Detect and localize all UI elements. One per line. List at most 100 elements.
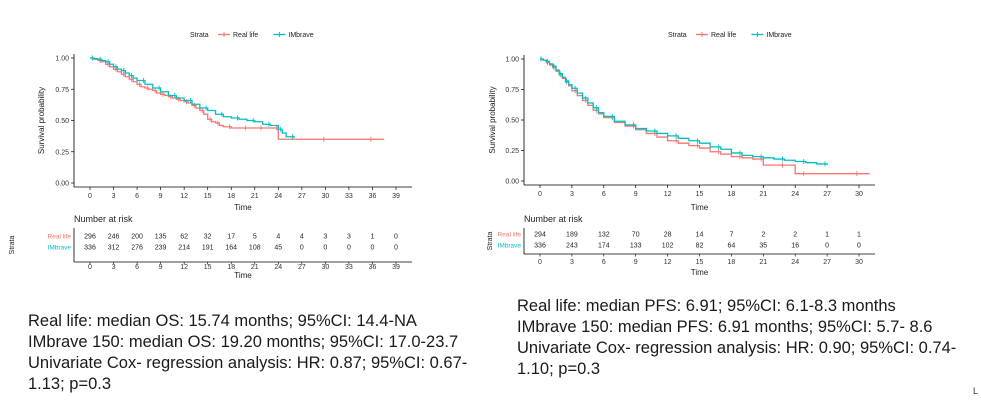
os-km-panel: Strata Real life IMbrave 0.00 0.25 0.50 0.75 1.…	[9, 32, 412, 280]
series-line-imbrave	[540, 58, 828, 166]
risk-count: 0	[857, 243, 861, 250]
risk-table-x-tick-label: 33	[345, 264, 353, 271]
risk-count: 82	[696, 243, 704, 250]
risk-count: 45	[274, 245, 282, 252]
x-tick-label: 9	[159, 193, 163, 200]
risk-count: 2	[793, 232, 797, 239]
series-line-real-life	[540, 58, 870, 175]
risk-count: 133	[630, 243, 642, 250]
risk-count: 276	[131, 245, 143, 252]
x-tick-label: 30	[321, 193, 329, 200]
risk-count: 294	[534, 232, 546, 239]
risk-table-x-tick-label: 9	[634, 259, 638, 266]
risk-count: 1	[857, 232, 861, 239]
os-caption-line: 1.13; p=0.3	[28, 375, 112, 393]
y-axis-title: Survival probability	[488, 86, 497, 153]
risk-count: 14	[696, 232, 704, 239]
risk-count: 4	[300, 234, 304, 241]
legend-label-imbrave: IMbrave	[766, 32, 791, 39]
risk-count: 17	[227, 234, 235, 241]
risk-count: 296	[84, 234, 96, 241]
risk-count: 108	[249, 245, 261, 252]
risk-count: 0	[300, 245, 304, 252]
risk-count: 132	[598, 232, 610, 239]
x-tick-label: 15	[696, 191, 704, 198]
pfs-caption-line: Real life: median PFS: 6.91; 95%CI: 6.1-…	[517, 297, 896, 315]
risk-row-label-imbrave: IMbrave	[498, 243, 522, 250]
y-tick-label: 0.00	[55, 181, 69, 188]
risk-count: 1	[825, 232, 829, 239]
x-tick-label: 12	[180, 193, 188, 200]
corner-mark: L	[973, 386, 979, 396]
risk-table-x-tick-label: 27	[823, 259, 831, 266]
risk-table-x-tick-label: 36	[369, 264, 377, 271]
x-tick-label: 9	[634, 191, 638, 198]
risk-table-x-tick-label: 3	[112, 264, 116, 271]
risk-count: 336	[534, 243, 546, 250]
legend: Strata Real life IMbrave	[190, 32, 314, 39]
legend-label-real-life: Real life	[711, 32, 736, 39]
risk-table-x-title: Time	[691, 268, 709, 277]
x-tick-label: 18	[728, 191, 736, 198]
legend-label-real-life: Real life	[233, 32, 258, 39]
risk-count: 135	[155, 234, 167, 241]
risk-table-x-tick-label: 39	[392, 264, 400, 271]
risk-table-x-tick-label: 12	[180, 264, 188, 271]
risk-table-x-tick-label: 18	[227, 264, 235, 271]
legend-label-imbrave: IMbrave	[288, 32, 313, 39]
y-tick-label: 0.75	[505, 87, 519, 94]
risk-count: 312	[108, 245, 120, 252]
risk-table-x-tick-label: 9	[159, 264, 163, 271]
risk-table-x-tick-label: 15	[204, 264, 212, 271]
risk-count: 0	[394, 245, 398, 252]
x-tick-label: 15	[204, 193, 212, 200]
risk-count: 189	[566, 232, 578, 239]
risk-count: 246	[108, 234, 120, 241]
x-tick-label: 3	[112, 193, 116, 200]
x-tick-label: 30	[855, 191, 863, 198]
os-caption-line: Univariate Cox- regression analysis: HR:…	[28, 354, 468, 372]
x-tick-label: 24	[274, 193, 282, 200]
x-tick-label: 0	[88, 193, 92, 200]
y-tick-label: 0.50	[505, 118, 519, 125]
risk-table-title: Number at risk	[524, 214, 583, 224]
y-tick-label: 1.00	[55, 56, 69, 63]
x-tick-label: 21	[251, 193, 259, 200]
y-tick-label: 0.50	[55, 118, 69, 125]
y-tick-label: 0.25	[55, 149, 69, 156]
risk-count: 5	[253, 234, 257, 241]
x-tick-label: 6	[602, 191, 606, 198]
risk-table-x-tick-label: 6	[135, 264, 139, 271]
axes: 0.00 0.25 0.50 0.75 1.00 0 3 6 9 12 15 18 21 24 27 30 33…	[37, 54, 412, 212]
x-tick-label: 18	[227, 193, 235, 200]
risk-row-label-real-life: Real life	[498, 232, 522, 239]
risk-table-x-tick-label: 24	[274, 264, 282, 271]
x-tick-label: 0	[538, 191, 542, 198]
y-axis-title: Survival probability	[37, 87, 46, 154]
os-caption-line: Real life: median OS: 15.74 months; 95%C…	[28, 312, 417, 330]
risk-table-x-tick-label: 3	[570, 259, 574, 266]
risk-count: 0	[825, 243, 829, 250]
x-axis-title: Time	[691, 203, 709, 212]
legend-title: Strata	[190, 32, 209, 39]
risk-table-x-tick-label: 12	[664, 259, 672, 266]
risk-count: 191	[202, 245, 214, 252]
x-axis-title: Time	[234, 203, 252, 212]
pfs-caption-line: IMbrave 150: median PFS: 6.91 months; 95…	[517, 318, 933, 336]
x-tick-label: 33	[345, 193, 353, 200]
x-tick-label: 27	[298, 193, 306, 200]
risk-count: 200	[131, 234, 143, 241]
risk-count: 336	[84, 245, 96, 252]
risk-count: 243	[566, 243, 578, 250]
os-summary-text: Real life: median OS: 15.74 months; 95%C…	[28, 311, 467, 395]
y-tick-label: 0.75	[55, 87, 69, 94]
x-tick-label: 6	[135, 193, 139, 200]
risk-table-x-tick-label: 15	[696, 259, 704, 266]
risk-table-x-tick-label: 0	[538, 259, 542, 266]
risk-count: 0	[347, 245, 351, 252]
risk-table-strata-label: Strata	[487, 232, 494, 251]
series-line-imbrave	[90, 57, 295, 138]
risk-count: 239	[155, 245, 167, 252]
